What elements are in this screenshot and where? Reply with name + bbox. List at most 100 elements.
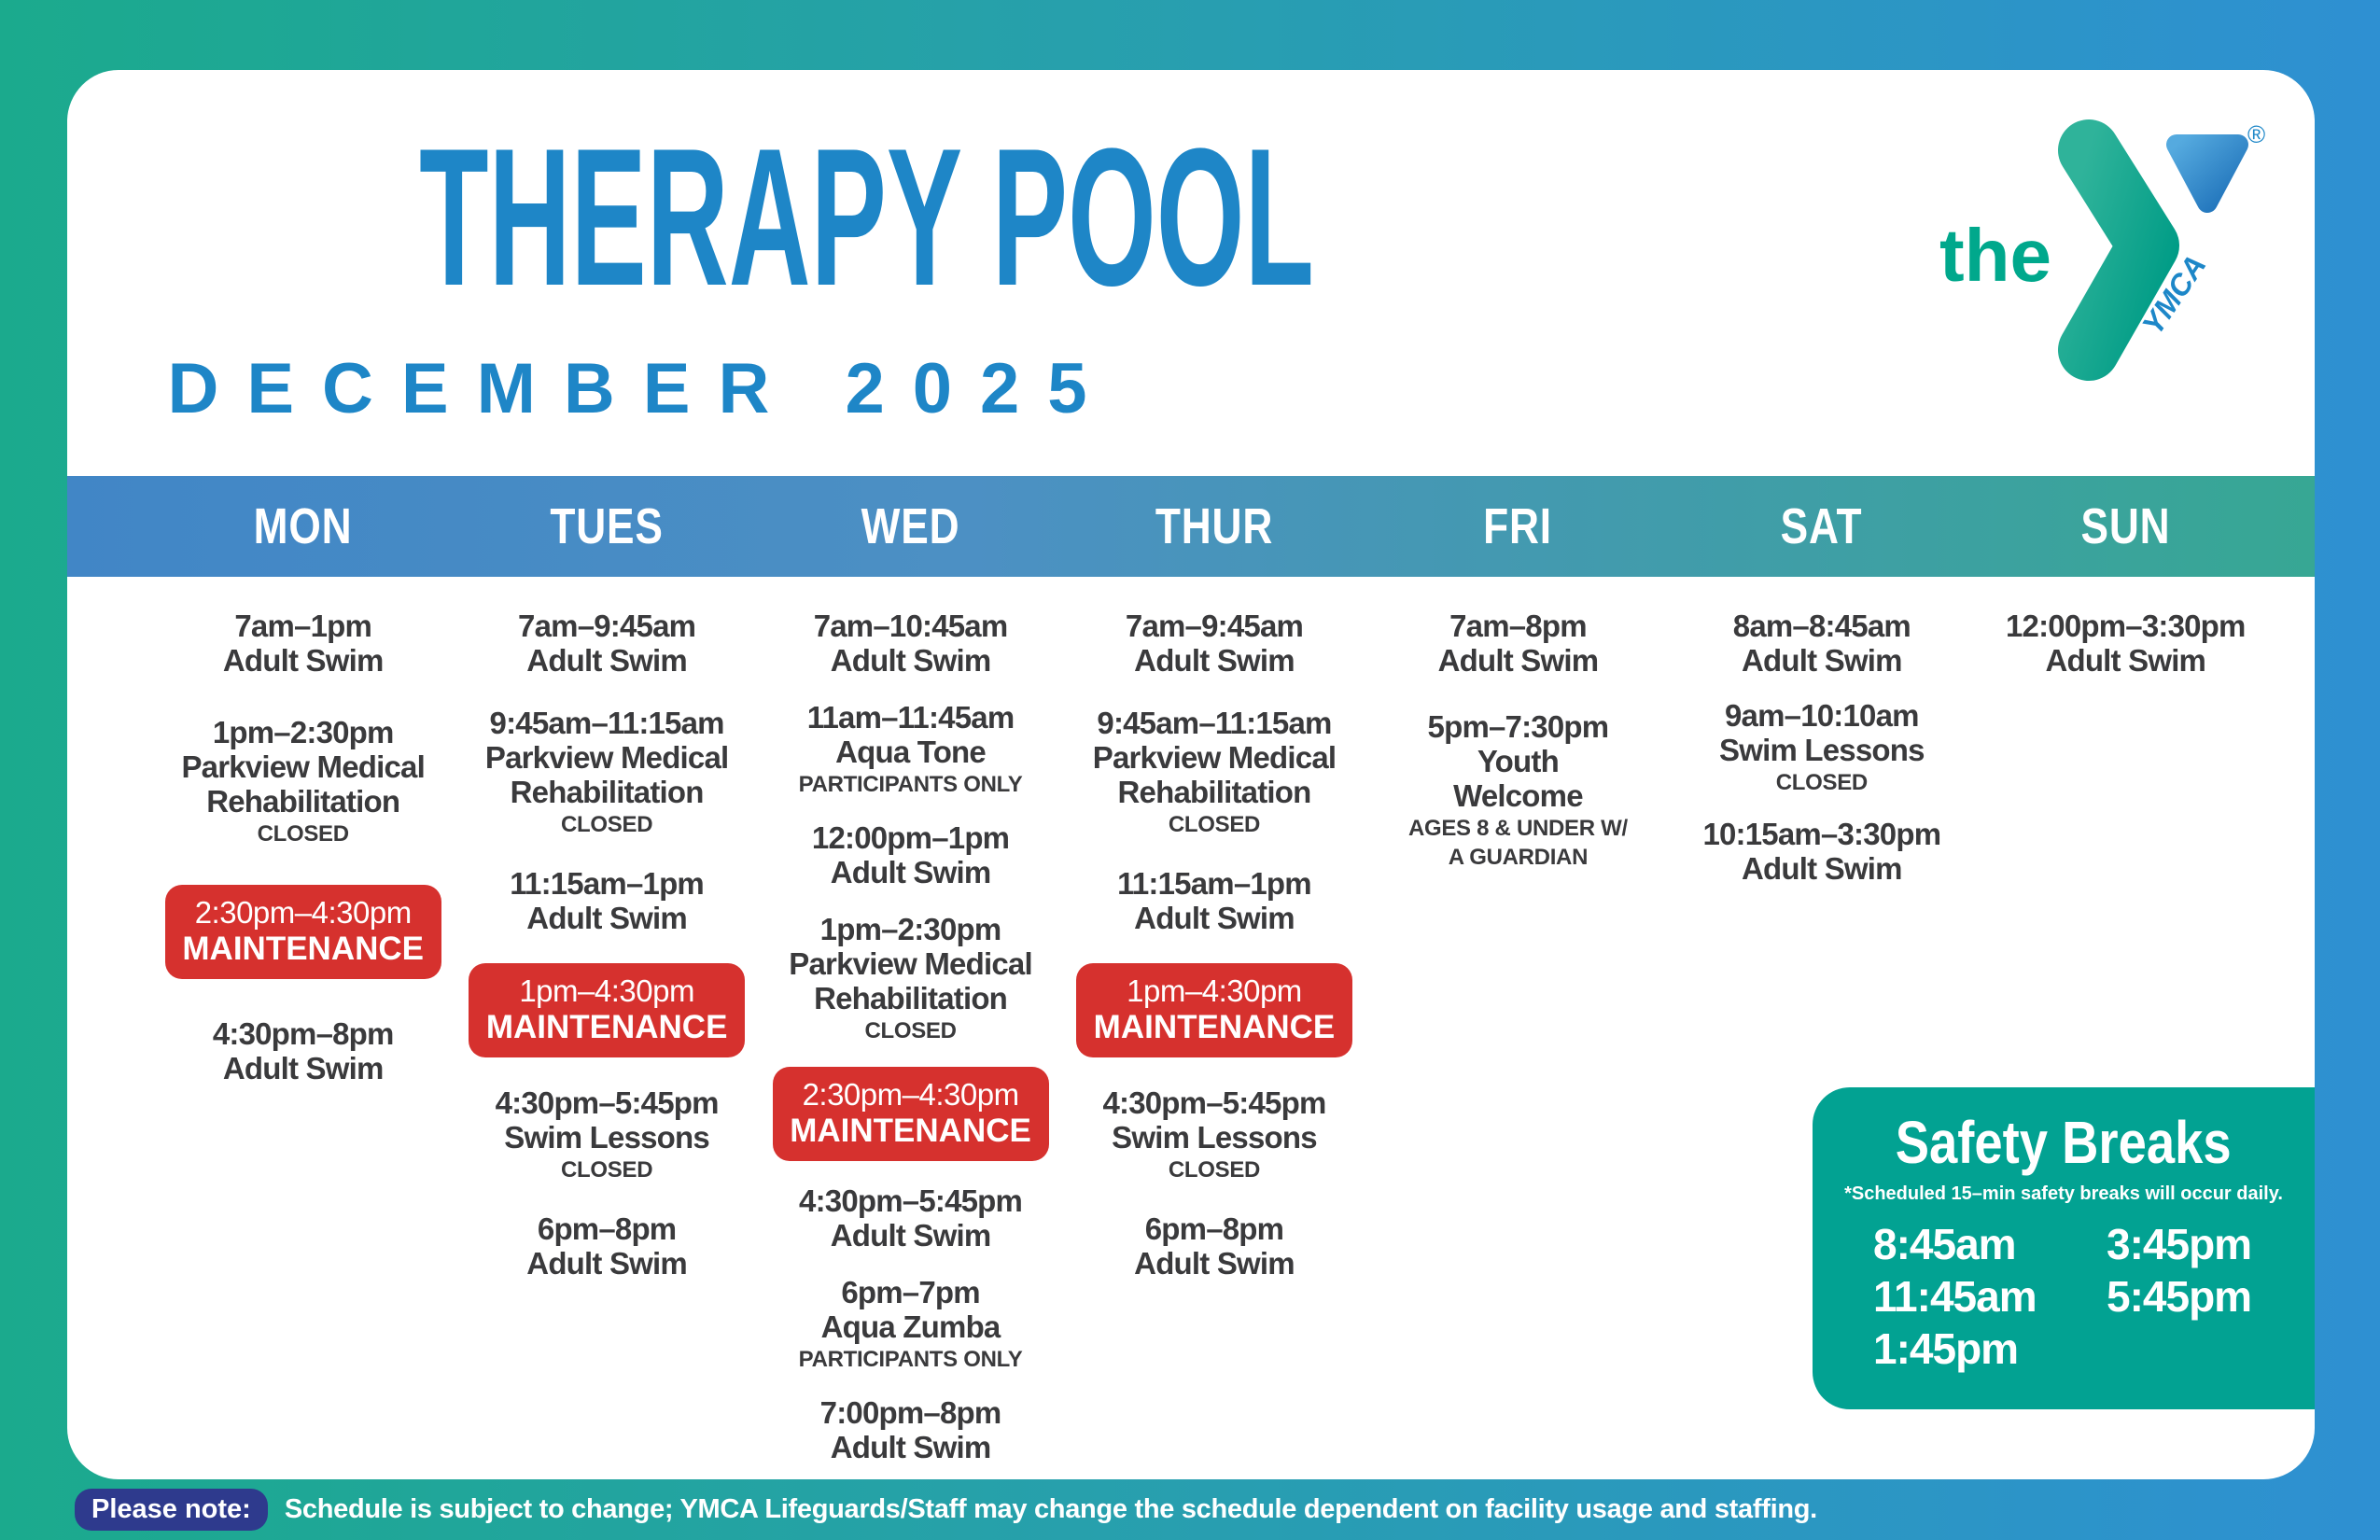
safety-breaks-times: 8:45am 11:45am 1:45pm 3:45pm 5:45pm (1813, 1218, 2315, 1375)
entry-note: CLOSED (1775, 770, 1869, 795)
schedule-entry: 4:30pm–5:45pm Adult Swim (759, 1183, 1062, 1253)
schedule-entry: 4:30pm–5:45pm Swim Lessons CLOSED (1062, 1085, 1365, 1183)
entry-time: 7:00pm–8pm (819, 1395, 1002, 1430)
entry-name: MAINTENANCE (1093, 1009, 1336, 1045)
please-note-badge: Please note: (75, 1489, 268, 1531)
entry-name: Adult Swim (830, 1218, 991, 1253)
page-title: THERAPY POOL (419, 107, 1314, 327)
entry-time: 4:30pm–5:45pm (799, 1183, 1023, 1218)
entry-name: Adult Swim (222, 643, 384, 678)
entry-name: Adult Swim (526, 901, 687, 935)
entry-name: Adult Swim (2045, 643, 2206, 678)
entry-name: Rehabilitation (1117, 775, 1312, 809)
entry-name: Rehabilitation (206, 784, 400, 819)
day-label-thur: THUR (1155, 498, 1274, 554)
safety-times-right: 3:45pm 5:45pm (2107, 1218, 2315, 1375)
schedule-entry: 12:00pm–1pm Adult Swim (759, 820, 1062, 889)
safety-times-left: 8:45am 11:45am 1:45pm (1873, 1218, 2107, 1375)
schedule-entry: 11:15am–1pm Adult Swim (455, 866, 758, 935)
entry-name: Adult Swim (1134, 643, 1295, 678)
safety-time: 3:45pm (2107, 1220, 2252, 1268)
entry-name: Adult Swim (526, 643, 687, 678)
entry-time: 1pm–4:30pm (519, 973, 694, 1008)
ymca-logo: the YMCA ® (1904, 115, 2277, 395)
schedule-entry: 7:00pm–8pm Adult Swim (759, 1395, 1062, 1464)
schedule-entry: 2:30pm–4:30pm MAINTENANCE (151, 885, 455, 979)
day-column-sat: 8am–8:45am Adult Swim 9am–10:10am Swim L… (1670, 609, 1973, 906)
day-label-wed: WED (861, 498, 960, 554)
entry-note: CLOSED (864, 1018, 957, 1043)
entry-name: MAINTENANCE (790, 1113, 1031, 1149)
entry-time: 11:15am–1pm (1117, 866, 1311, 901)
safety-breaks-panel: Safety Breaks *Scheduled 15–min safety b… (1813, 1087, 2315, 1409)
entry-time: 7am–8pm (1449, 609, 1587, 643)
day-label-fri: FRI (1483, 498, 1553, 554)
day-column-thur: 7am–9:45am Adult Swim 9:45am–11:15am Par… (1062, 609, 1365, 1309)
entry-name: Parkview Medical (1092, 740, 1337, 775)
schedule-entry: 5pm–7:30pm Youth Welcome AGES 8 & UNDER … (1366, 709, 1670, 871)
entry-time: 9am–10:10am (1725, 698, 1920, 733)
schedule-entry: 9:45am–11:15am Parkview Medical Rehabili… (455, 706, 758, 838)
day-column-fri: 7am–8pm Adult Swim 5pm–7:30pm Youth Welc… (1366, 609, 1670, 903)
schedule-entry: 11am–11:45am Aqua Tone PARTICIPANTS ONLY (759, 700, 1062, 798)
entry-name: Parkview Medical (181, 749, 425, 784)
schedule-entry: 12:00pm–3:30pm Adult Swim (1974, 609, 2277, 678)
safety-time: 5:45pm (2107, 1272, 2252, 1321)
entry-name: Rehabilitation (814, 981, 1008, 1015)
entry-time: 1pm–4:30pm (1127, 973, 1302, 1008)
entry-time: 7am–10:45am (813, 609, 1009, 643)
entry-note: AGES 8 & UNDER W/ (1407, 816, 1628, 841)
entry-note: PARTICIPANTS ONLY (798, 772, 1023, 797)
entry-time: 9:45am–11:15am (489, 706, 725, 740)
schedule-entry: 7am–10:45am Adult Swim (759, 609, 1062, 678)
entry-name: MAINTENANCE (485, 1009, 728, 1045)
schedule-entry: 6pm–8pm Adult Swim (455, 1211, 758, 1281)
entry-name: Welcome (1453, 778, 1583, 813)
entry-time: 12:00pm–1pm (811, 820, 1010, 855)
schedule-entry: 7am–9:45am Adult Swim (455, 609, 758, 678)
schedule-entry: 7am–9:45am Adult Swim (1062, 609, 1365, 678)
day-label-sat: SAT (1780, 498, 1863, 554)
maintenance-block: 2:30pm–4:30pm MAINTENANCE (772, 1067, 1049, 1161)
entry-time: 6pm–8pm (537, 1211, 677, 1246)
entry-name: Aqua Zumba (820, 1309, 1001, 1344)
safety-breaks-title: Safety Breaks (1896, 1109, 2232, 1176)
day-header-row: MON TUES WED THUR FRI SAT SUN (67, 476, 2315, 577)
safety-time: 11:45am (1873, 1272, 2037, 1321)
entry-time: 2:30pm–4:30pm (194, 895, 413, 930)
day-column-wed: 7am–10:45am Adult Swim 11am–11:45am Aqua… (759, 609, 1062, 1487)
entry-name: Adult Swim (1437, 643, 1599, 678)
entry-time: 6pm–7pm (841, 1275, 980, 1309)
entry-name: Adult Swim (1134, 1246, 1295, 1281)
entry-name: Adult Swim (1742, 851, 1902, 886)
entry-note: CLOSED (1168, 812, 1261, 837)
maintenance-block: 1pm–4:30pm MAINTENANCE (1075, 963, 1352, 1057)
entry-note: CLOSED (257, 821, 350, 847)
entry-note: PARTICIPANTS ONLY (798, 1347, 1023, 1372)
footer-note-bar: Please note: Schedule is subject to chan… (0, 1479, 2380, 1540)
entry-name: Parkview Medical (789, 946, 1032, 981)
day-column-tues: 7am–9:45am Adult Swim 9:45am–11:15am Par… (455, 609, 758, 1309)
entry-name: Swim Lessons (504, 1120, 709, 1155)
entry-note: CLOSED (561, 812, 653, 837)
logo-y-teal-arm (2058, 119, 2179, 381)
logo-the-text: the (1939, 214, 2051, 297)
entry-time: 7am–9:45am (518, 609, 696, 643)
safety-time: 8:45am (1873, 1220, 2017, 1268)
schedule-entry: 6pm–8pm Adult Swim (1062, 1211, 1365, 1281)
logo-y-blue-triangle (2166, 134, 2248, 213)
maintenance-block: 1pm–4:30pm MAINTENANCE (469, 963, 746, 1057)
schedule-grid: 7am–1pm Adult Swim 1pm–2:30pm Parkview M… (67, 577, 2315, 1487)
page-subtitle: DECEMBER 2025 (167, 349, 1115, 428)
entry-time: 9:45am–11:15am (1097, 706, 1332, 740)
day-label-mon: MON (253, 498, 353, 554)
ymca-y-icon: the YMCA ® (1939, 119, 2265, 381)
entry-name: Swim Lessons (1719, 733, 1925, 767)
entry-name: MAINTENANCE (182, 931, 424, 967)
schedule-entry: 4:30pm–5:45pm Swim Lessons CLOSED (455, 1085, 758, 1183)
schedule-entry: 9am–10:10am Swim Lessons CLOSED (1670, 698, 1973, 796)
schedule-entry: 11:15am–1pm Adult Swim (1062, 866, 1365, 935)
entry-time: 1pm–2:30pm (212, 715, 395, 749)
entry-name: Adult Swim (830, 643, 991, 678)
